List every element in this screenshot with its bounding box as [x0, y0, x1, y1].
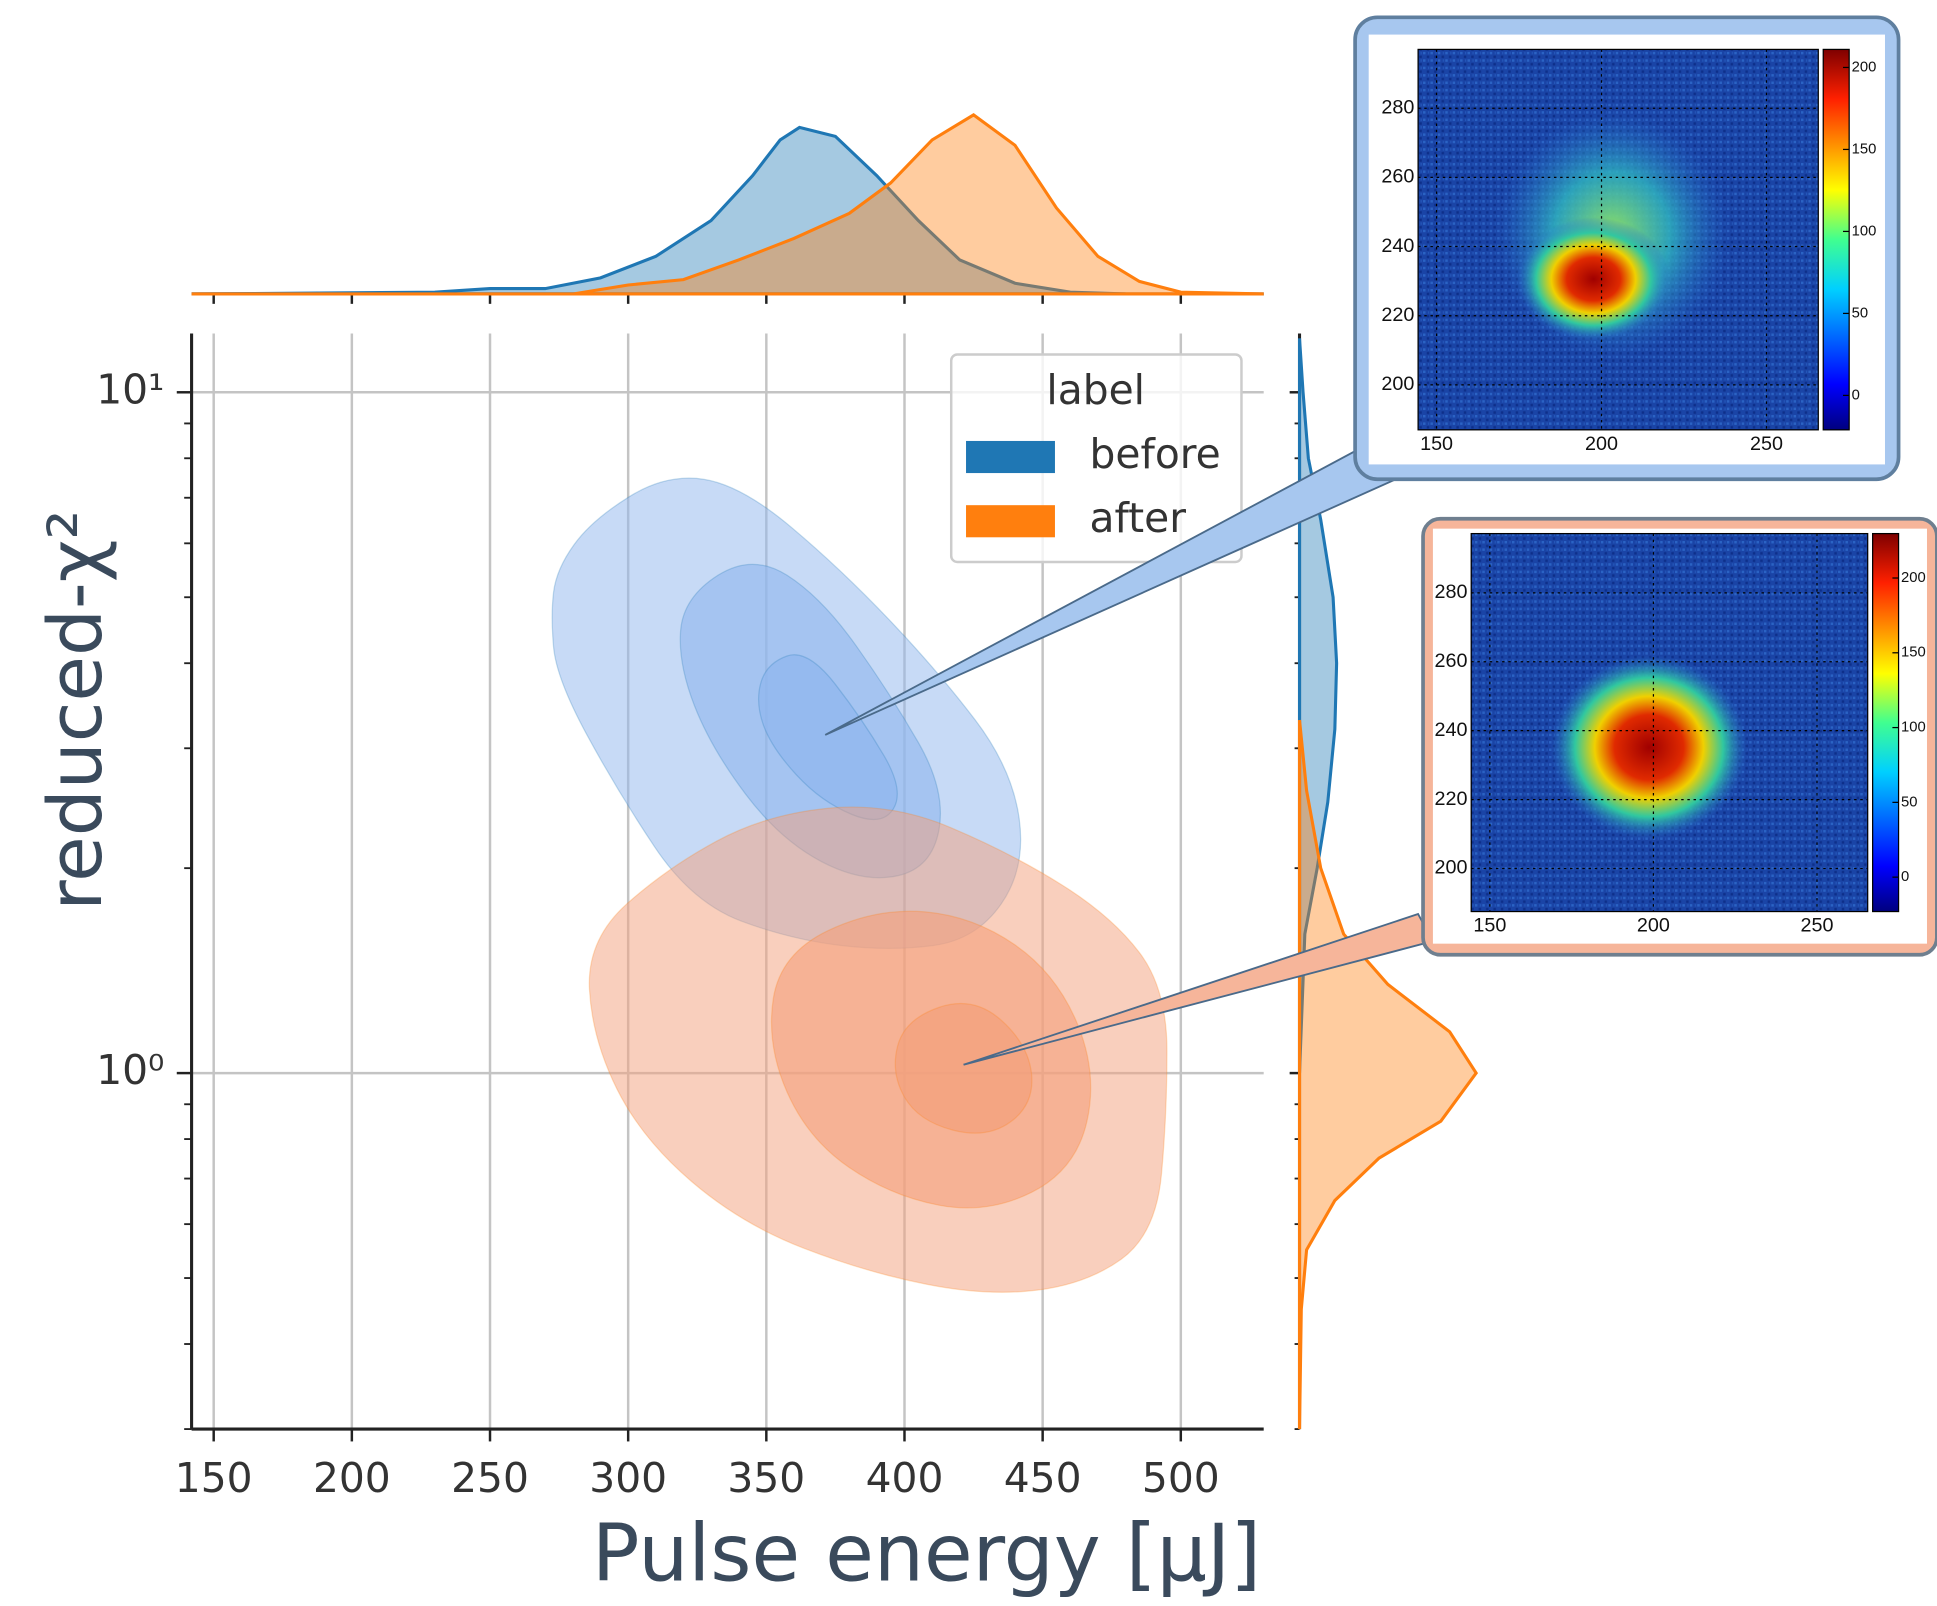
- colorbar-tick-label: 200: [1901, 570, 1926, 586]
- colorbar: [1822, 48, 1850, 431]
- x-tick-label: 400: [866, 1454, 944, 1502]
- y-tick-label: 10¹: [96, 365, 164, 413]
- legend-label: after: [1090, 494, 1187, 542]
- inset-frame-line: [1417, 48, 1819, 431]
- colorbar-tick-label: 0: [1852, 387, 1860, 403]
- density-contour: [894, 1002, 1033, 1134]
- inset-y-tick-label: 280: [1381, 96, 1414, 118]
- heatmap: [1471, 533, 1868, 912]
- colorbar-tick-label: 100: [1852, 223, 1877, 239]
- legend-swatch: [966, 440, 1055, 474]
- x-axis-label: Pulse energy [µJ]: [592, 1507, 1261, 1599]
- inset-y-tick-label: 220: [1381, 304, 1414, 326]
- inset-x-tick-label: 250: [1750, 433, 1783, 455]
- x-tick-label: 500: [1142, 1454, 1220, 1502]
- inset-y-tick-label: 240: [1381, 235, 1414, 257]
- inset-x-tick-label: 150: [1473, 915, 1506, 937]
- inset-y-tick-label: 240: [1435, 719, 1468, 741]
- x-tick-label: 150: [175, 1454, 253, 1502]
- colorbar-tick-label: 50: [1901, 794, 1917, 810]
- heatmap-spot: [1516, 217, 1671, 341]
- inset-axes: 150 200 250 200 220 240 260 280 0 50 100 150 200 150 2…: [1381, 48, 1926, 937]
- colorbar-tick-label: 50: [1852, 305, 1868, 321]
- density-contour: [757, 654, 898, 821]
- heatmap-spot: [1550, 654, 1748, 840]
- colorbar-tick-label: 150: [1852, 141, 1877, 157]
- inset-y-tick-label: 220: [1435, 788, 1468, 810]
- x-tick-label: 350: [727, 1454, 805, 1502]
- legend-swatch: [966, 505, 1055, 538]
- inset-y-tick-label: 260: [1381, 166, 1414, 188]
- inset-y-tick-label: 200: [1381, 373, 1414, 395]
- x-tick-label: 450: [1004, 1454, 1082, 1502]
- legend-label: before: [1090, 430, 1221, 478]
- x-marginal-density: [191, 125, 1126, 296]
- colorbar: [1872, 532, 1900, 913]
- inset-y-tick-label: 200: [1435, 857, 1468, 879]
- inset-y-tick-label: 280: [1435, 581, 1468, 603]
- heatmap: [1418, 49, 1819, 430]
- legend-title: label: [1046, 366, 1145, 414]
- x-tick-label: 200: [313, 1454, 391, 1502]
- inset-frame-line: [1470, 532, 1869, 913]
- inset-x-tick-label: 150: [1420, 433, 1453, 455]
- plot-area: 150 200 250 300 350 400 450 500 10⁰ 10¹ label befor…: [96, 113, 1479, 1502]
- y-marginal-density: [1297, 338, 1339, 1074]
- colorbar-tick-label: 150: [1901, 645, 1926, 661]
- colorbar-tick-label: 0: [1901, 869, 1909, 885]
- inset-y-tick-label: 260: [1435, 650, 1468, 672]
- y-tick-label: 10⁰: [96, 1046, 164, 1094]
- x-tick-label: 300: [589, 1454, 667, 1502]
- inset-x-tick-label: 200: [1637, 915, 1670, 937]
- inset-x-tick-label: 200: [1585, 433, 1618, 455]
- y-axis-label: reduced-χ²: [33, 510, 119, 911]
- x-tick-label: 250: [451, 1454, 529, 1502]
- x-marginal-density: [191, 113, 1264, 296]
- colorbar-tick-label: 100: [1901, 719, 1926, 735]
- y-marginal-density: [1297, 719, 1479, 1430]
- inset-x-tick-label: 250: [1801, 915, 1834, 937]
- colorbar-tick-label: 200: [1852, 59, 1877, 75]
